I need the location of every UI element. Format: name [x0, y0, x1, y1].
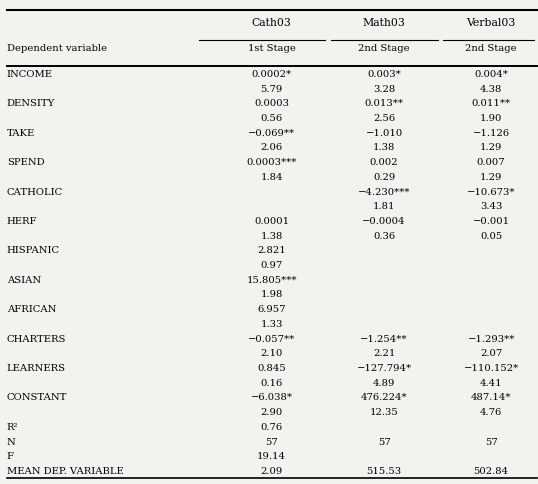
Text: −0.057**: −0.057**	[248, 334, 295, 343]
Text: 2.07: 2.07	[480, 348, 502, 358]
Text: SPEND: SPEND	[7, 158, 44, 167]
Text: TAKE: TAKE	[7, 128, 35, 137]
Text: 4.41: 4.41	[480, 378, 502, 387]
Text: 57: 57	[378, 437, 391, 446]
Text: 1.90: 1.90	[480, 114, 502, 123]
Text: 2.21: 2.21	[373, 348, 395, 358]
Text: 0.004*: 0.004*	[474, 70, 508, 79]
Text: 0.05: 0.05	[480, 231, 502, 240]
Text: 6.957: 6.957	[257, 304, 286, 314]
Text: 2.90: 2.90	[260, 408, 283, 416]
Text: 0.76: 0.76	[260, 422, 283, 431]
Text: 4.89: 4.89	[373, 378, 395, 387]
Text: 0.36: 0.36	[373, 231, 395, 240]
Text: 57: 57	[485, 437, 498, 446]
Text: 1st Stage: 1st Stage	[247, 44, 295, 53]
Text: 1.84: 1.84	[260, 172, 283, 182]
Text: −1.254**: −1.254**	[360, 334, 408, 343]
Text: 5.79: 5.79	[260, 84, 283, 93]
Text: 502.84: 502.84	[473, 466, 509, 475]
Text: 2.09: 2.09	[260, 466, 283, 475]
Text: −0.001: −0.001	[472, 216, 509, 226]
Text: CHARTERS: CHARTERS	[7, 334, 66, 343]
Text: 1.98: 1.98	[260, 290, 283, 299]
Text: 4.76: 4.76	[480, 408, 502, 416]
Text: 2.56: 2.56	[373, 114, 395, 123]
Text: R²: R²	[7, 422, 18, 431]
Text: DENSITY: DENSITY	[7, 99, 55, 108]
Text: 1.33: 1.33	[260, 319, 283, 328]
Text: 4.38: 4.38	[480, 84, 502, 93]
Text: HISPANIC: HISPANIC	[7, 246, 60, 255]
Text: LEARNERS: LEARNERS	[7, 363, 66, 372]
Text: Verbal03: Verbal03	[466, 18, 516, 28]
Text: −1.293**: −1.293**	[468, 334, 515, 343]
Text: 0.845: 0.845	[257, 363, 286, 372]
Text: 19.14: 19.14	[257, 452, 286, 460]
Text: −6.038*: −6.038*	[251, 393, 293, 402]
Text: 0.56: 0.56	[260, 114, 283, 123]
Text: 2.06: 2.06	[260, 143, 283, 152]
Text: 0.97: 0.97	[260, 260, 283, 270]
Text: Math03: Math03	[363, 18, 406, 28]
Text: HERF: HERF	[7, 216, 37, 226]
Text: 0.29: 0.29	[373, 172, 395, 182]
Text: Dependent variable: Dependent variable	[7, 44, 107, 53]
Text: 12.35: 12.35	[370, 408, 399, 416]
Text: F: F	[7, 452, 14, 460]
Text: 3.28: 3.28	[373, 84, 395, 93]
Text: 487.14*: 487.14*	[471, 393, 511, 402]
Text: 1.81: 1.81	[373, 202, 395, 211]
Text: 2nd Stage: 2nd Stage	[465, 44, 517, 53]
Text: 0.0003: 0.0003	[254, 99, 289, 108]
Text: 0.013**: 0.013**	[365, 99, 404, 108]
Text: −110.152*: −110.152*	[464, 363, 519, 372]
Text: −10.673*: −10.673*	[467, 187, 515, 196]
Text: −127.794*: −127.794*	[357, 363, 412, 372]
Text: 1.38: 1.38	[260, 231, 283, 240]
Text: 0.16: 0.16	[260, 378, 283, 387]
Text: 0.0003***: 0.0003***	[246, 158, 297, 167]
Text: N: N	[7, 437, 16, 446]
Text: 1.29: 1.29	[480, 172, 502, 182]
Text: −4.230***: −4.230***	[358, 187, 410, 196]
Text: ASIAN: ASIAN	[7, 275, 41, 284]
Text: 0.0002*: 0.0002*	[252, 70, 292, 79]
Text: 57: 57	[265, 437, 278, 446]
Text: 0.011**: 0.011**	[471, 99, 511, 108]
Text: 0.002: 0.002	[370, 158, 398, 167]
Text: 515.53: 515.53	[366, 466, 402, 475]
Text: −0.069**: −0.069**	[248, 128, 295, 137]
Text: Cath03: Cath03	[252, 18, 292, 28]
Text: 1.29: 1.29	[480, 143, 502, 152]
Text: 476.224*: 476.224*	[361, 393, 407, 402]
Text: CATHOLIC: CATHOLIC	[7, 187, 63, 196]
Text: CONSTANT: CONSTANT	[7, 393, 67, 402]
Text: 1.38: 1.38	[373, 143, 395, 152]
Text: −1.126: −1.126	[472, 128, 509, 137]
Text: MEAN DEP. VARIABLE: MEAN DEP. VARIABLE	[7, 466, 124, 475]
Text: −1.010: −1.010	[365, 128, 403, 137]
Text: 2.821: 2.821	[257, 246, 286, 255]
Text: INCOME: INCOME	[7, 70, 53, 79]
Text: 2nd Stage: 2nd Stage	[358, 44, 410, 53]
Text: 3.43: 3.43	[480, 202, 502, 211]
Text: 15.805***: 15.805***	[246, 275, 297, 284]
Text: 0.003*: 0.003*	[367, 70, 401, 79]
Text: AFRICAN: AFRICAN	[7, 304, 56, 314]
Text: 2.10: 2.10	[260, 348, 283, 358]
Text: 0.007: 0.007	[477, 158, 505, 167]
Text: 0.0001: 0.0001	[254, 216, 289, 226]
Text: −0.0004: −0.0004	[362, 216, 406, 226]
